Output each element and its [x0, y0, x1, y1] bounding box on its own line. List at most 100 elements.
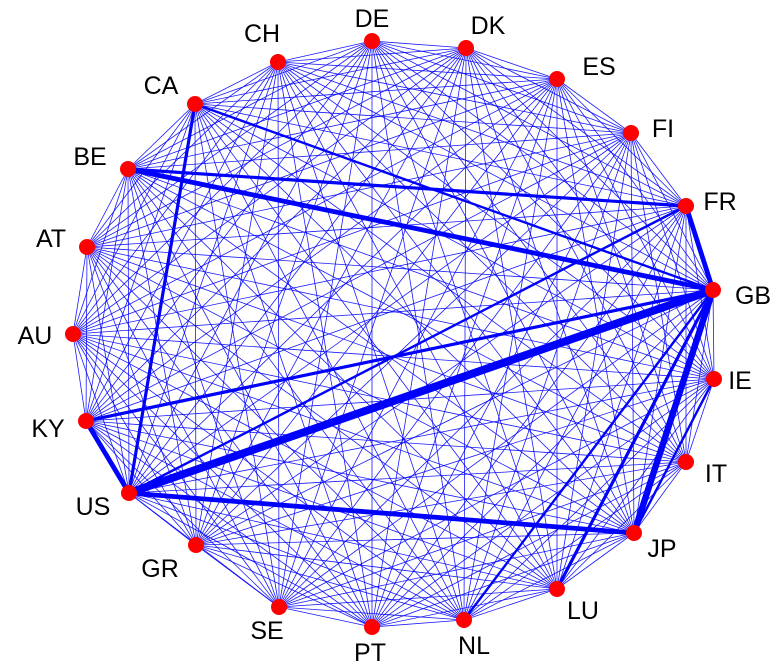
edge-be-ca	[127, 103, 196, 170]
edge-fr-ca	[194, 103, 687, 207]
edge-fi-gb	[630, 132, 714, 291]
edge-gb-ie	[712, 289, 715, 380]
edge-fi-ky	[85, 132, 632, 422]
edge-dk-es	[465, 47, 558, 80]
edge-dk-pt	[371, 47, 467, 628]
edge-fi-pt	[371, 132, 632, 628]
node-label-ch: CH	[244, 20, 280, 48]
edge-gb-pt	[371, 289, 714, 628]
edge-jp-ch	[277, 61, 635, 534]
node-label-jp: JP	[647, 535, 676, 563]
node-label-de: DE	[355, 5, 390, 33]
edge-at-be	[86, 168, 129, 248]
node-label-dk: DK	[471, 12, 506, 40]
edge-it-ch	[277, 61, 687, 463]
node-label-es: ES	[582, 53, 615, 81]
node-es	[549, 71, 565, 87]
node-label-au: AU	[18, 322, 53, 350]
edge-ky-ca	[85, 103, 196, 422]
edge-be-ch	[127, 61, 279, 170]
edge-it-ca	[194, 103, 687, 463]
edge-ie-it	[685, 378, 715, 463]
edge-ky-au	[72, 333, 87, 422]
edge-dk-gr	[195, 47, 467, 546]
edge-at-ch	[86, 61, 279, 248]
edge-lu-ky	[85, 420, 558, 590]
edge-us-be	[127, 168, 130, 494]
edge-fi-gr	[195, 132, 632, 546]
edge-es-ky	[85, 78, 558, 422]
node-label-be: BE	[73, 143, 106, 171]
node-fi	[623, 125, 639, 141]
edge-fi-fr	[630, 132, 687, 207]
edge-us-au	[72, 333, 130, 494]
edge-jp-se	[278, 532, 635, 608]
node-label-fi: FI	[652, 115, 674, 143]
edge-fi-ch	[277, 61, 632, 134]
node-label-gb: GB	[735, 282, 771, 310]
edge-nl-au	[72, 333, 465, 621]
edge-lu-pt	[371, 588, 558, 628]
edge-es-ca	[194, 78, 558, 105]
edge-es-gb	[556, 78, 714, 291]
strong-edge-nl-gb	[462, 288, 715, 622]
strong-edge-fr-gb	[683, 203, 716, 293]
edge-lu-se	[278, 588, 558, 608]
node-ch	[270, 54, 286, 70]
edge-nl-ch	[277, 61, 465, 621]
node-ca	[187, 96, 203, 112]
edge-ie-ca	[194, 103, 715, 380]
node-de	[364, 33, 380, 49]
edge-gr-be	[127, 168, 197, 546]
edge-fr-lu	[556, 205, 687, 590]
edge-dk-us	[128, 47, 467, 494]
node-label-it: IT	[705, 460, 727, 488]
node-label-gr: GR	[141, 555, 179, 583]
node-us	[121, 485, 137, 501]
edge-ie-at	[86, 246, 715, 380]
edge-dk-fr	[465, 47, 687, 207]
edge-ie-us	[128, 378, 715, 494]
edge-pt-ch	[277, 61, 373, 628]
strong-edge-ca-gb	[193, 102, 715, 292]
strong-edge-gb-jp	[630, 286, 717, 537]
edge-de-ie	[371, 40, 715, 380]
strong-edge-us-ca	[127, 102, 197, 495]
edge-ca-ch	[194, 61, 279, 105]
edge-dk-ch	[277, 47, 467, 63]
node-pt	[364, 619, 380, 635]
node-label-ie: IE	[728, 367, 752, 395]
edge-jp-be	[127, 168, 635, 534]
edge-es-nl	[463, 78, 558, 621]
edge-ie-gr	[195, 378, 715, 546]
edge-de-fr	[371, 40, 687, 207]
edge-es-fi	[556, 78, 632, 134]
edge-ie-lu	[556, 378, 715, 590]
edge-ie-ch	[277, 61, 715, 380]
node-se	[271, 599, 287, 615]
edge-se-ch	[277, 61, 280, 608]
node-gr	[188, 537, 204, 553]
strong-edge-lu-gb	[555, 288, 715, 591]
strong-edge-be-gb	[125, 166, 716, 293]
edge-gr-ky	[85, 420, 197, 546]
edge-dk-ca	[194, 47, 467, 105]
node-fr	[678, 198, 694, 214]
edge-de-be	[127, 40, 373, 170]
edge-pt-gr	[195, 544, 373, 628]
edge-ie-be	[127, 168, 715, 380]
edge-pt-se	[278, 606, 373, 628]
edge-fr-gr	[195, 205, 687, 546]
edge-jp-ca	[194, 103, 635, 534]
edge-de-ky	[85, 40, 373, 422]
edge-nl-be	[127, 168, 465, 621]
edge-dk-it	[465, 47, 687, 463]
strong-edge-be-fr	[126, 167, 688, 208]
edge-se-ky	[85, 420, 280, 608]
edge-fi-at	[86, 132, 632, 248]
edge-fr-au	[72, 205, 687, 335]
edge-it-us	[128, 461, 687, 494]
edge-lu-gr	[195, 544, 558, 590]
edge-dk-gb	[465, 47, 714, 291]
